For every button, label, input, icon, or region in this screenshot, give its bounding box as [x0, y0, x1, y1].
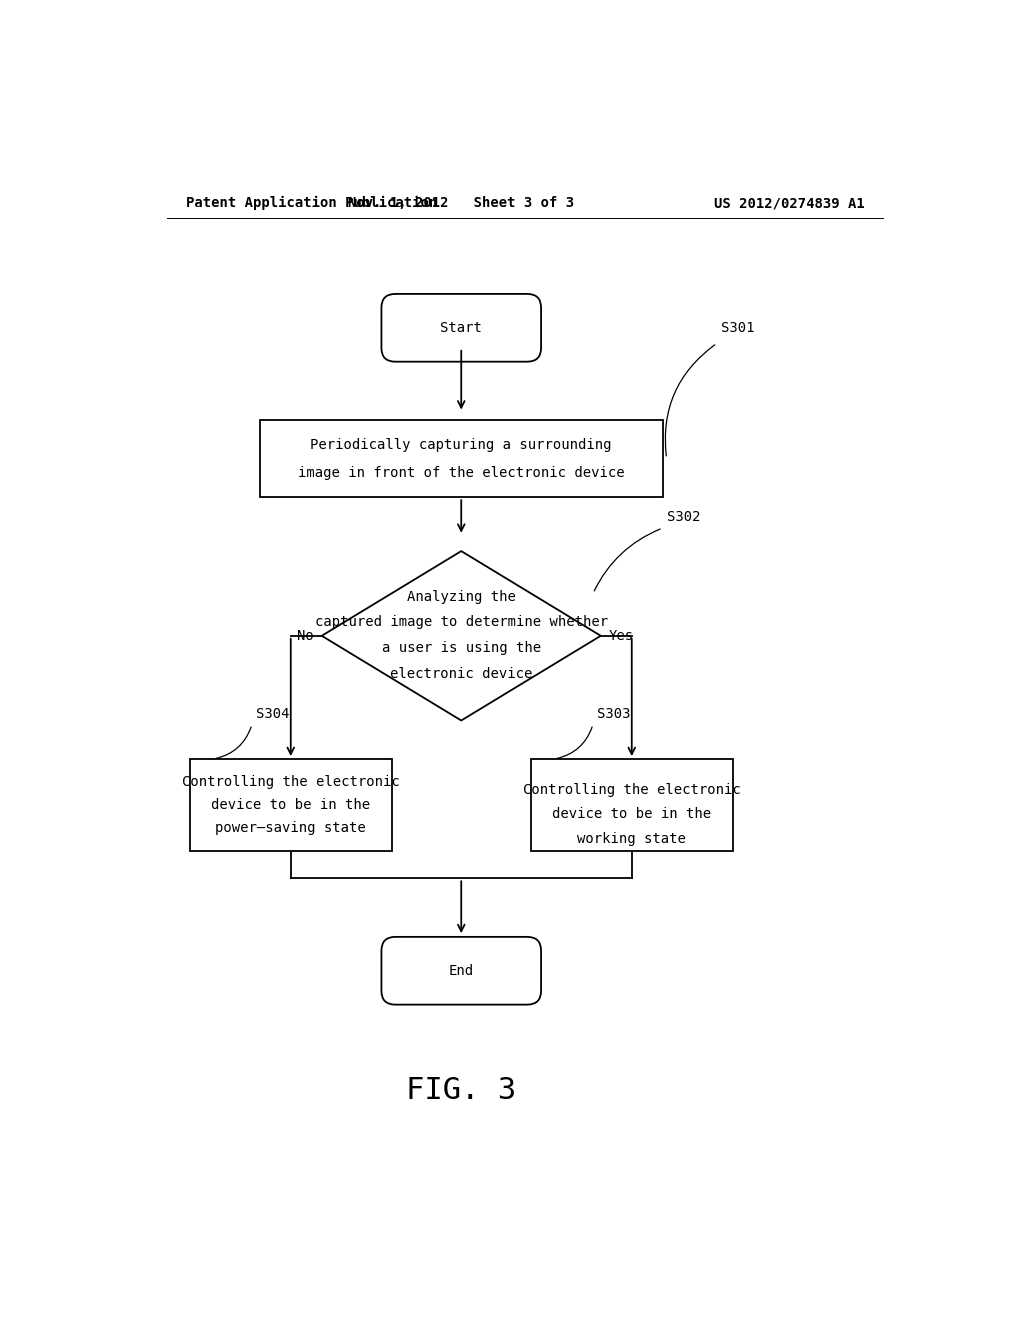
Bar	[190, 759, 391, 851]
Text: S302: S302	[667, 510, 700, 524]
Text: captured image to determine whether: captured image to determine whether	[314, 615, 608, 628]
Text: device to be in the: device to be in the	[211, 799, 371, 812]
Text: S303: S303	[597, 706, 631, 721]
Text: No: No	[297, 628, 314, 643]
Text: Controlling the electronic: Controlling the electronic	[523, 783, 740, 797]
Text: Controlling the electronic: Controlling the electronic	[182, 775, 399, 789]
Text: End: End	[449, 964, 474, 978]
Bar	[531, 759, 732, 851]
Text: S301: S301	[721, 322, 755, 335]
FancyArrowPatch shape	[557, 727, 592, 759]
Text: S304: S304	[256, 706, 290, 721]
Text: electronic device: electronic device	[390, 668, 532, 681]
Text: Analyzing the: Analyzing the	[407, 590, 516, 605]
Text: device to be in the: device to be in the	[552, 808, 712, 821]
Text: Patent Application Publication: Patent Application Publication	[186, 195, 437, 210]
Text: Nov. 1, 2012   Sheet 3 of 3: Nov. 1, 2012 Sheet 3 of 3	[348, 197, 574, 210]
Text: Yes: Yes	[608, 628, 634, 643]
FancyBboxPatch shape	[381, 937, 541, 1005]
Text: working state: working state	[578, 832, 686, 846]
FancyBboxPatch shape	[381, 294, 541, 362]
FancyArrowPatch shape	[594, 529, 660, 591]
Bar	[260, 420, 663, 498]
Text: power–saving state: power–saving state	[215, 821, 367, 836]
Polygon shape	[322, 552, 601, 721]
Text: US 2012/0274839 A1: US 2012/0274839 A1	[714, 197, 864, 210]
Text: a user is using the: a user is using the	[382, 642, 541, 655]
Text: Periodically capturing a surrounding: Periodically capturing a surrounding	[310, 438, 612, 451]
FancyArrowPatch shape	[666, 345, 715, 455]
Text: image in front of the electronic device: image in front of the electronic device	[298, 466, 625, 479]
FancyArrowPatch shape	[216, 727, 251, 759]
Text: Start: Start	[440, 321, 482, 335]
Text: FIG. 3: FIG. 3	[407, 1076, 516, 1105]
